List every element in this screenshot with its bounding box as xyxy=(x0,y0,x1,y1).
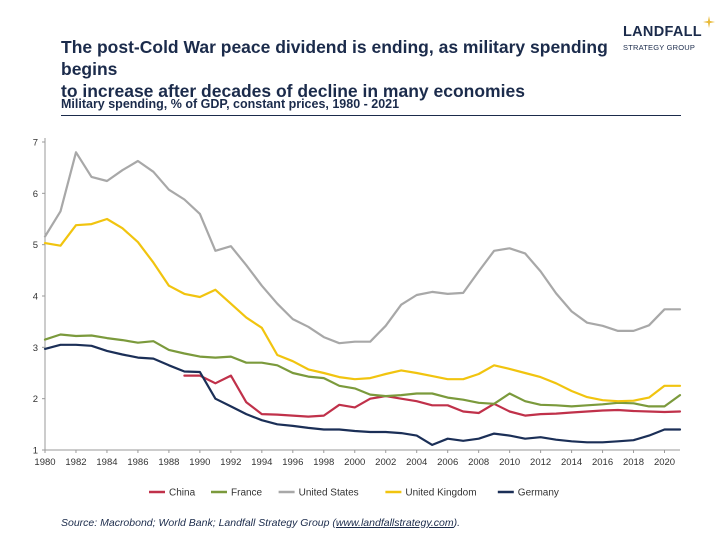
series-line-china xyxy=(183,374,682,418)
x-tick-label: 2014 xyxy=(561,457,582,468)
legend-label-france: France xyxy=(231,488,263,499)
logo-tagline: STRATEGY GROUP xyxy=(623,43,696,52)
y-tick-label: 6 xyxy=(33,189,38,200)
x-tick-label: 2004 xyxy=(406,457,427,468)
x-tick-label: 2002 xyxy=(375,457,396,468)
y-tick-label: 3 xyxy=(33,343,38,354)
legend-label-germany: Germany xyxy=(518,488,559,499)
subtitle-divider xyxy=(61,115,681,116)
legend-label-united-kingdom: United Kingdom xyxy=(405,488,476,499)
logo-name: LANDFALL xyxy=(623,24,702,40)
x-tick-label: 2008 xyxy=(468,457,489,468)
x-tick-label: 1998 xyxy=(313,457,334,468)
source-link[interactable]: www.landfallstrategy.com xyxy=(335,517,454,529)
x-tick-label: 2018 xyxy=(623,457,644,468)
x-tick-label: 1992 xyxy=(220,457,241,468)
y-tick-label: 4 xyxy=(33,292,38,303)
headline-line-2: to increase after decades of decline in … xyxy=(61,81,525,101)
y-tick-label: 2 xyxy=(33,394,38,405)
x-tick-label: 1994 xyxy=(251,457,272,468)
x-tick-label: 1988 xyxy=(158,457,179,468)
legend-label-united-states: United States xyxy=(299,488,359,499)
company-logo: LANDFALL STRATEGY GROUP xyxy=(616,16,715,62)
headline-line-1: The post-Cold War peace dividend is endi… xyxy=(61,37,608,79)
x-tick-label: 2000 xyxy=(344,457,365,468)
y-tick-label: 1 xyxy=(33,446,38,457)
source-prefix: Source: Macrobond; World Bank; Landfall … xyxy=(61,517,336,529)
legend-label-china: China xyxy=(169,488,196,499)
series-line-united-states xyxy=(43,151,682,345)
sparkle-star-icon xyxy=(703,16,715,28)
x-tick-label: 1980 xyxy=(34,457,55,468)
y-tick-label: 7 xyxy=(33,138,38,149)
x-tick-label: 2012 xyxy=(530,457,551,468)
x-tick-label: 1986 xyxy=(127,457,148,468)
x-tick-label: 1984 xyxy=(96,457,117,468)
x-tick-label: 1990 xyxy=(189,457,210,468)
x-tick-label: 2010 xyxy=(499,457,520,468)
x-tick-label: 1982 xyxy=(65,457,86,468)
series-line-united-kingdom xyxy=(43,217,682,403)
source-note: Source: Macrobond; World Bank; Landfall … xyxy=(61,517,460,529)
x-tick-label: 2016 xyxy=(592,457,613,468)
page-headline: The post-Cold War peace dividend is endi… xyxy=(61,36,621,102)
x-tick-label: 2006 xyxy=(437,457,458,468)
source-suffix: ). xyxy=(453,517,460,529)
y-tick-label: 5 xyxy=(33,240,38,251)
series-line-germany xyxy=(43,343,682,446)
x-tick-label: 1996 xyxy=(282,457,303,468)
line-chart: 1 2 3 4 5 6 7 1980 1982 1984 1986 1988 1990 1992 1994 1… xyxy=(33,138,682,499)
x-tick-label: 2020 xyxy=(654,457,675,468)
chart-subtitle: Military spending, % of GDP, constant pr… xyxy=(61,97,400,111)
series-line-france xyxy=(43,333,682,408)
